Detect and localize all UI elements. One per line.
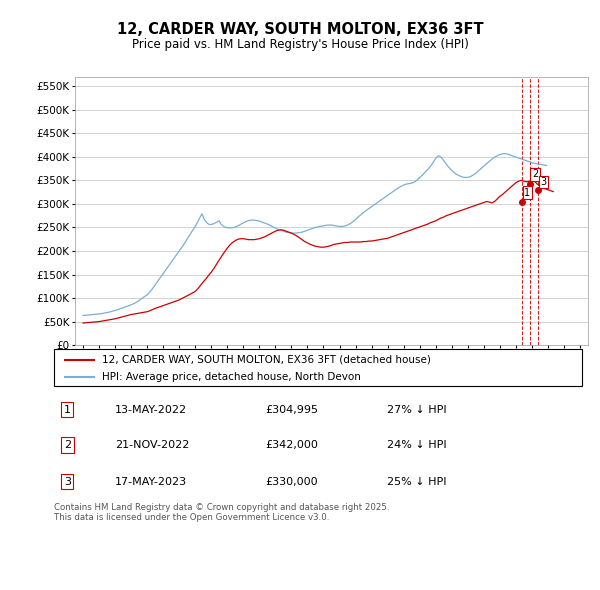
Text: 1: 1 <box>524 188 530 198</box>
Text: 25% ↓ HPI: 25% ↓ HPI <box>386 477 446 487</box>
Text: 2: 2 <box>532 169 538 179</box>
Text: £330,000: £330,000 <box>265 477 318 487</box>
Text: HPI: Average price, detached house, North Devon: HPI: Average price, detached house, Nort… <box>101 372 361 382</box>
Text: 2: 2 <box>64 440 71 450</box>
Text: Price paid vs. HM Land Registry's House Price Index (HPI): Price paid vs. HM Land Registry's House … <box>131 38 469 51</box>
Text: 17-MAY-2023: 17-MAY-2023 <box>115 477 187 487</box>
Text: 3: 3 <box>540 177 547 187</box>
Text: 12, CARDER WAY, SOUTH MOLTON, EX36 3FT: 12, CARDER WAY, SOUTH MOLTON, EX36 3FT <box>116 22 484 37</box>
Text: £342,000: £342,000 <box>265 440 318 450</box>
Text: 3: 3 <box>64 477 71 487</box>
Text: 24% ↓ HPI: 24% ↓ HPI <box>386 440 446 450</box>
Text: Contains HM Land Registry data © Crown copyright and database right 2025.
This d: Contains HM Land Registry data © Crown c… <box>54 503 389 522</box>
Text: 13-MAY-2022: 13-MAY-2022 <box>115 405 187 415</box>
Text: 1: 1 <box>64 405 71 415</box>
Text: 27% ↓ HPI: 27% ↓ HPI <box>386 405 446 415</box>
Text: 21-NOV-2022: 21-NOV-2022 <box>115 440 189 450</box>
Text: £304,995: £304,995 <box>265 405 318 415</box>
Text: 12, CARDER WAY, SOUTH MOLTON, EX36 3FT (detached house): 12, CARDER WAY, SOUTH MOLTON, EX36 3FT (… <box>101 355 430 365</box>
